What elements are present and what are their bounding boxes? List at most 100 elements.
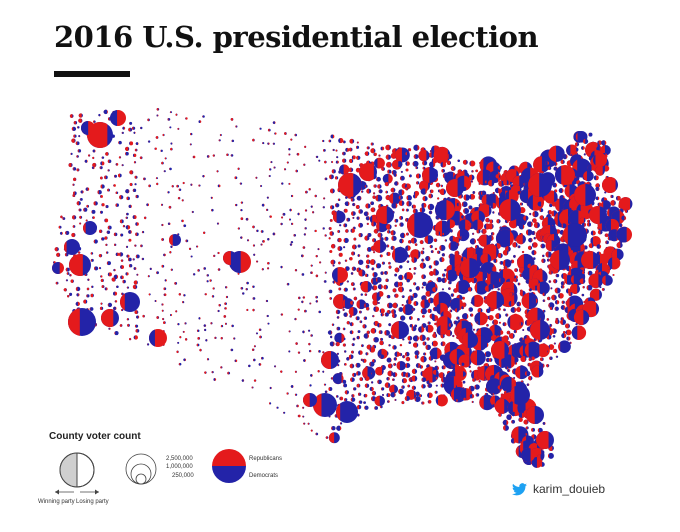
county-bubble (331, 323, 335, 327)
county-bubble (116, 285, 119, 289)
county-bubble (352, 287, 356, 291)
county-bubble (101, 309, 119, 327)
county-bubble (398, 189, 405, 196)
county-bubble (597, 202, 602, 207)
county-bubble (491, 266, 496, 272)
county-bubble (399, 265, 403, 269)
county-bubble (163, 287, 167, 291)
county-bubble (98, 253, 103, 258)
county-bubble (398, 307, 404, 312)
county-bubble (274, 365, 277, 368)
county-bubble (248, 364, 251, 368)
county-bubble (351, 394, 355, 398)
county-bubble (344, 398, 348, 402)
county-bubble (133, 267, 137, 270)
county-bubble (558, 188, 564, 194)
county-bubble (68, 308, 96, 336)
county-bubble (334, 332, 345, 344)
county-bubble (156, 271, 159, 275)
county-bubble (178, 293, 182, 296)
county-bubble (494, 187, 501, 194)
county-bubble (308, 342, 311, 346)
county-bubble (437, 250, 441, 254)
county-bubble (413, 301, 419, 307)
county-bubble (416, 318, 420, 321)
county-bubble (252, 244, 256, 247)
county-bubble (366, 146, 370, 150)
county-bubble (58, 225, 62, 229)
county-bubble (135, 142, 139, 146)
county-bubble (610, 194, 614, 199)
county-bubble (330, 134, 335, 139)
county-bubble (293, 234, 297, 237)
county-bubble (478, 182, 481, 185)
county-bubble (426, 337, 430, 341)
county-bubble (446, 219, 456, 229)
county-bubble (363, 316, 368, 320)
county-bubble (554, 287, 561, 294)
county-bubble (384, 312, 389, 317)
county-bubble (206, 280, 209, 283)
county-bubble (470, 180, 474, 183)
county-bubble (357, 330, 361, 333)
county-bubble (381, 167, 385, 171)
county-bubble (511, 411, 516, 417)
county-bubble (267, 238, 270, 241)
county-bubble (181, 199, 184, 202)
county-bubble (574, 184, 596, 206)
county-bubble (390, 335, 395, 340)
county-bubble (335, 309, 341, 315)
county-bubble (328, 226, 332, 230)
county-bubble (370, 381, 374, 384)
county-bubble (118, 140, 122, 145)
county-bubble (148, 293, 151, 296)
county-bubble (440, 383, 445, 388)
county-bubble (121, 309, 124, 312)
county-bubble (77, 149, 82, 153)
county-bubble (179, 336, 182, 339)
county-bubble (469, 160, 476, 167)
county-bubble (202, 174, 205, 178)
county-bubble (569, 283, 581, 294)
county-bubble (401, 208, 405, 212)
county-bubble (473, 328, 476, 331)
county-bubble (373, 306, 380, 313)
county-bubble (562, 331, 566, 334)
county-bubble (420, 299, 431, 309)
county-bubble (542, 292, 546, 297)
county-bubble (98, 113, 101, 117)
county-bubble (448, 280, 452, 285)
county-bubble (441, 168, 446, 173)
county-bubble (566, 336, 571, 341)
county-bubble (134, 310, 139, 315)
county-bubble (539, 462, 545, 467)
county-bubble (253, 345, 256, 348)
county-bubble (260, 184, 263, 188)
county-bubble (321, 351, 339, 369)
county-bubble (413, 267, 417, 270)
county-bubble (422, 281, 427, 287)
county-bubble (302, 296, 306, 299)
county-bubble (432, 369, 438, 375)
county-bubble (330, 335, 333, 339)
county-bubble (462, 380, 466, 384)
county-bubble (421, 258, 425, 262)
county-bubble (586, 284, 593, 291)
county-bubble (55, 281, 59, 285)
county-bubble (411, 368, 418, 374)
county-bubble (360, 293, 364, 296)
county-bubble (128, 204, 132, 208)
county-bubble (512, 356, 519, 363)
county-bubble (561, 300, 565, 304)
county-bubble (210, 196, 213, 199)
county-bubble (240, 236, 243, 239)
author-credit[interactable]: karim_douieb (512, 482, 605, 496)
county-bubble (448, 287, 451, 290)
county-bubble (302, 406, 305, 409)
county-bubble (214, 336, 217, 340)
county-bubble (498, 413, 502, 417)
county-bubble (199, 348, 202, 352)
county-bubble (392, 378, 395, 381)
county-bubble (383, 350, 389, 357)
